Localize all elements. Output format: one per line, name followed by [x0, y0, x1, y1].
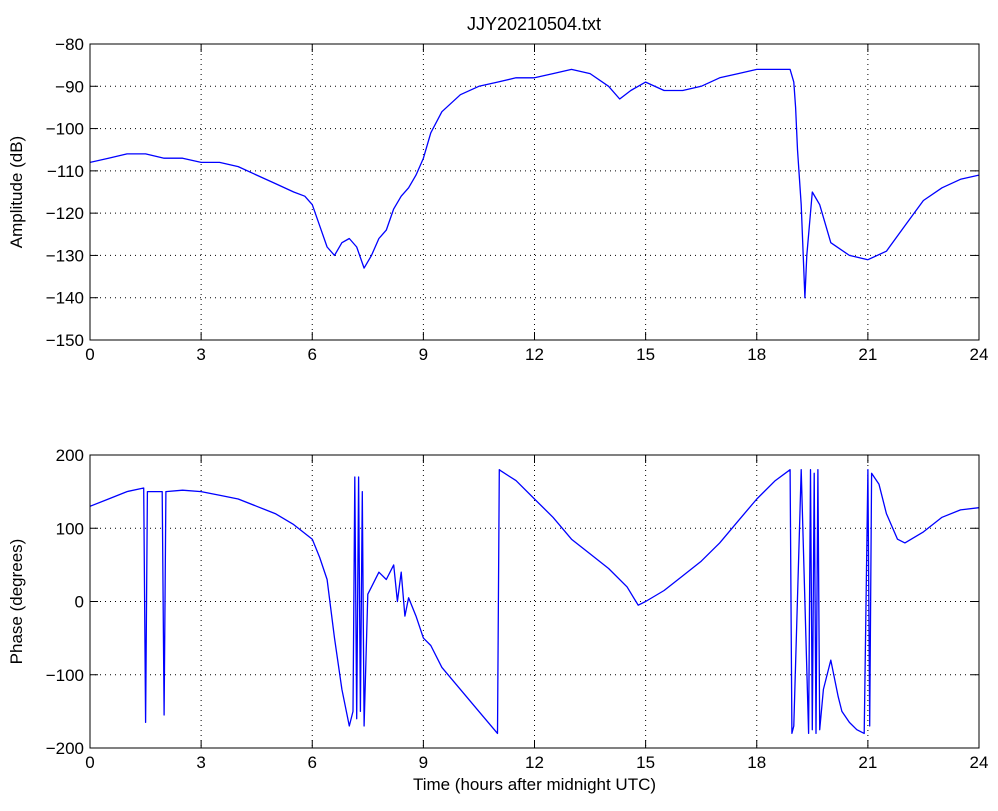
amplitude-x-tick-label: 0 — [85, 345, 94, 364]
phase-x-tick-label: 24 — [970, 753, 989, 772]
phase-x-tick-label: 12 — [525, 753, 544, 772]
phase-x-tick-label: 6 — [308, 753, 317, 772]
amplitude-x-tick-label: 6 — [308, 345, 317, 364]
phase-series-line — [90, 469, 979, 735]
amplitude-x-tick-label: 15 — [636, 345, 655, 364]
amplitude-x-tick-label: 3 — [196, 345, 205, 364]
chart-title: JJY20210504.txt — [467, 14, 601, 34]
phase-x-tick-label: 3 — [196, 753, 205, 772]
amplitude-series-line — [90, 68, 979, 299]
amplitude-x-tick-label: 12 — [525, 345, 544, 364]
amplitude-y-tick-label: −150 — [46, 331, 84, 350]
amplitude-y-tick-label: −110 — [47, 162, 84, 181]
phase-y-tick-label: 100 — [56, 519, 84, 538]
phase-x-tick-label: 18 — [747, 753, 766, 772]
amplitude-y-axis-label: Amplitude (dB) — [7, 136, 26, 248]
amplitude-y-tick-label: −120 — [46, 204, 84, 223]
chart-panels: 0 3 6 9 12 15 18 21 24 −150 −140 −130 −120 −110 −100 −9… — [7, 35, 988, 794]
phase-y-tick-label: 0 — [75, 593, 84, 612]
amplitude-panel: 0 3 6 9 12 15 18 21 24 −150 −140 −130 −120 −110 −100 −9… — [7, 35, 988, 364]
phase-y-tick-label: −100 — [46, 666, 84, 685]
phase-x-tick-label: 15 — [636, 753, 655, 772]
phase-y-tick-label: 200 — [56, 446, 84, 465]
phase-x-tick-label: 21 — [858, 753, 877, 772]
amplitude-y-tick-label: −90 — [55, 77, 84, 96]
phase-panel: 0 3 6 9 12 15 18 21 24 −200 −100 0 100 200 Phase (degr… — [7, 446, 988, 794]
amplitude-x-tick-label: 18 — [747, 345, 766, 364]
phase-x-tick-label: 0 — [85, 753, 94, 772]
amplitude-y-tick-label: −130 — [46, 246, 84, 265]
amplitude-x-tick-label: 9 — [419, 345, 428, 364]
amplitude-y-tick-label: −100 — [46, 120, 84, 139]
amplitude-y-tick-label: −80 — [55, 35, 84, 54]
amplitude-x-tick-label: 24 — [970, 345, 989, 364]
phase-x-tick-label: 9 — [419, 753, 428, 772]
phase-y-tick-label: −200 — [46, 739, 84, 758]
phase-x-axis-label: Time (hours after midnight UTC) — [413, 775, 656, 794]
phase-y-axis-label: Phase (degrees) — [7, 539, 26, 665]
amplitude-y-tick-label: −140 — [46, 289, 84, 308]
amplitude-x-tick-label: 21 — [858, 345, 877, 364]
